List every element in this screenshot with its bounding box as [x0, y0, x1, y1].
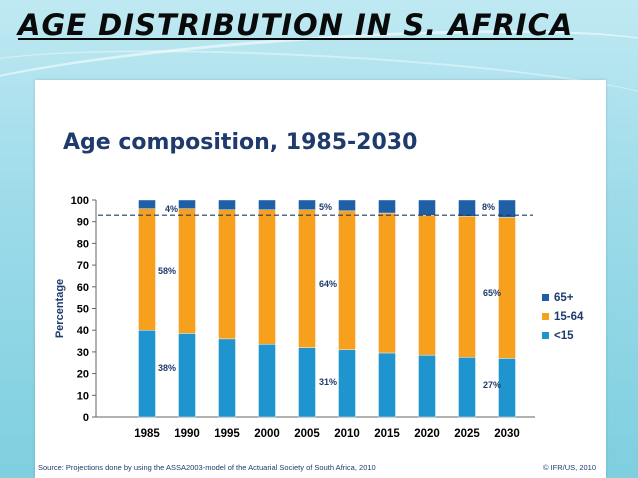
legend-swatch [542, 313, 549, 320]
bar-segment [138, 329, 156, 418]
bar-segment [338, 199, 356, 212]
x-tick-label: 1985 [134, 428, 160, 440]
y-tick-label: 90 [77, 217, 89, 229]
bar-segment [298, 347, 316, 418]
x-tick-label: 2030 [494, 428, 520, 440]
x-tick-label: 2010 [334, 428, 360, 440]
bar-segment [418, 214, 436, 356]
bar-segment [178, 208, 196, 334]
legend-swatch [542, 332, 549, 339]
y-tick-label: 10 [77, 390, 89, 402]
bar-segment [498, 217, 516, 359]
x-tick-label: 2020 [414, 428, 440, 440]
bar-segment [218, 199, 236, 210]
bar-segment [498, 358, 516, 418]
source-note: Source: Projections done by using the AS… [38, 463, 376, 472]
data-annotation: 31% [319, 377, 337, 387]
bar-segment [258, 344, 276, 418]
x-tick-label: 2005 [294, 428, 320, 440]
bar-segment [458, 199, 476, 217]
copyright-note: © IFR/US, 2010 [542, 463, 596, 472]
bar-segment [258, 199, 276, 210]
y-tick-label: 100 [71, 195, 89, 207]
y-tick-label: 50 [77, 304, 89, 316]
bar-segment [338, 349, 356, 418]
chart-heading: Age composition, 1985-2030 [63, 130, 418, 155]
data-annotation: 38% [158, 363, 176, 373]
legend-label: 65+ [554, 292, 574, 304]
bar-segment [178, 333, 196, 418]
legend-label: 15-64 [554, 311, 584, 323]
bar-segment [138, 199, 156, 209]
data-annotation: 4% [165, 204, 178, 214]
bar-segment [378, 199, 396, 214]
bar-segment [138, 208, 156, 331]
data-annotation: 8% [482, 202, 495, 212]
bar-segment [258, 209, 276, 345]
legend-label: <15 [554, 330, 574, 342]
x-tick-label: 2000 [254, 428, 280, 440]
data-annotation: 58% [158, 266, 176, 276]
y-tick-label: 70 [77, 260, 89, 272]
bar-segment [458, 357, 476, 418]
bar-segment [298, 209, 316, 348]
x-tick-label: 2025 [454, 428, 480, 440]
x-tick-label: 1990 [174, 428, 200, 440]
y-tick-label: 0 [83, 412, 89, 424]
legend-swatch [542, 294, 549, 301]
data-annotation: 65% [483, 288, 501, 298]
y-tick-label: 40 [77, 325, 89, 337]
data-annotation: 5% [319, 202, 332, 212]
y-axis-title: Percentage [54, 279, 66, 338]
bar-segment [338, 210, 356, 350]
y-tick-label: 60 [77, 282, 89, 294]
bar-segment [498, 199, 516, 218]
bar-segment [378, 212, 396, 354]
bar-segment [178, 199, 196, 209]
bar-segment [218, 338, 236, 418]
slide-title: AGE DISTRIBUTION IN S. AFRICA [18, 8, 574, 42]
y-tick-label: 30 [77, 347, 89, 359]
bar-segment [418, 354, 436, 418]
data-annotation: 64% [319, 279, 337, 289]
x-tick-label: 1995 [214, 428, 240, 440]
bar-segment [298, 199, 316, 210]
x-tick-label: 2015 [374, 428, 400, 440]
data-annotation: 27% [483, 380, 501, 390]
bar-segment [458, 216, 476, 358]
bar-segment [378, 352, 396, 418]
y-tick-label: 20 [77, 369, 89, 381]
bar-segment [418, 199, 436, 216]
bar-segment [218, 209, 236, 340]
chart-panel: Age composition, 1985-2030 0 10 20 30 40 50 60… [35, 80, 606, 478]
y-tick-label: 80 [77, 238, 89, 250]
